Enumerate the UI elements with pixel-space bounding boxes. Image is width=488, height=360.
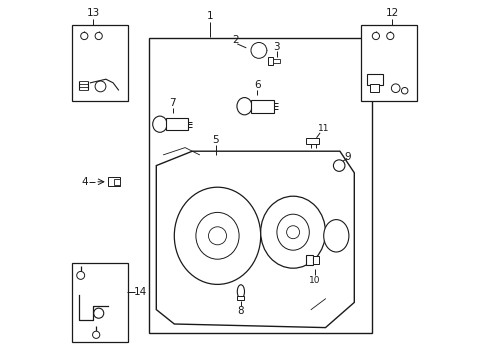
Circle shape: [81, 32, 88, 40]
Text: 7: 7: [169, 98, 176, 108]
Text: 13: 13: [86, 8, 100, 18]
Bar: [361, 25, 416, 101]
Bar: [72, 263, 127, 342]
Text: 12: 12: [385, 8, 398, 18]
Circle shape: [94, 308, 103, 318]
Text: 9: 9: [344, 152, 350, 162]
Ellipse shape: [174, 187, 260, 284]
Circle shape: [77, 271, 84, 279]
Bar: [72, 25, 127, 101]
Text: 1: 1: [206, 11, 213, 21]
Circle shape: [92, 331, 100, 338]
Text: 2: 2: [232, 35, 238, 45]
Text: 4: 4: [81, 177, 87, 187]
Bar: [272, 59, 280, 63]
Bar: [312, 256, 318, 264]
Ellipse shape: [196, 212, 239, 259]
Bar: [305, 255, 312, 265]
Text: 8: 8: [237, 306, 244, 316]
Bar: [366, 74, 382, 85]
Ellipse shape: [323, 220, 348, 252]
Bar: [166, 118, 187, 130]
Text: 6: 6: [253, 80, 260, 90]
Bar: [149, 38, 371, 333]
Text: 10: 10: [308, 276, 320, 284]
Circle shape: [208, 227, 226, 245]
Text: 3: 3: [273, 42, 280, 52]
Bar: [108, 177, 120, 186]
Circle shape: [286, 226, 299, 239]
Circle shape: [390, 84, 399, 93]
Circle shape: [95, 81, 106, 92]
Ellipse shape: [276, 214, 309, 250]
Circle shape: [333, 160, 344, 171]
Circle shape: [371, 32, 379, 40]
Bar: [370, 84, 379, 92]
Bar: [114, 179, 120, 185]
Bar: [267, 57, 272, 65]
Ellipse shape: [152, 116, 167, 132]
Circle shape: [386, 32, 393, 40]
Ellipse shape: [237, 285, 244, 298]
Bar: [305, 138, 319, 144]
Text: 14: 14: [133, 287, 146, 297]
Text: 11: 11: [317, 124, 329, 133]
Ellipse shape: [260, 196, 325, 268]
Text: 5: 5: [212, 135, 219, 145]
Circle shape: [95, 32, 102, 40]
Ellipse shape: [237, 98, 251, 115]
Circle shape: [250, 42, 266, 58]
Circle shape: [401, 87, 407, 94]
Bar: [237, 296, 244, 300]
Bar: [250, 100, 273, 113]
